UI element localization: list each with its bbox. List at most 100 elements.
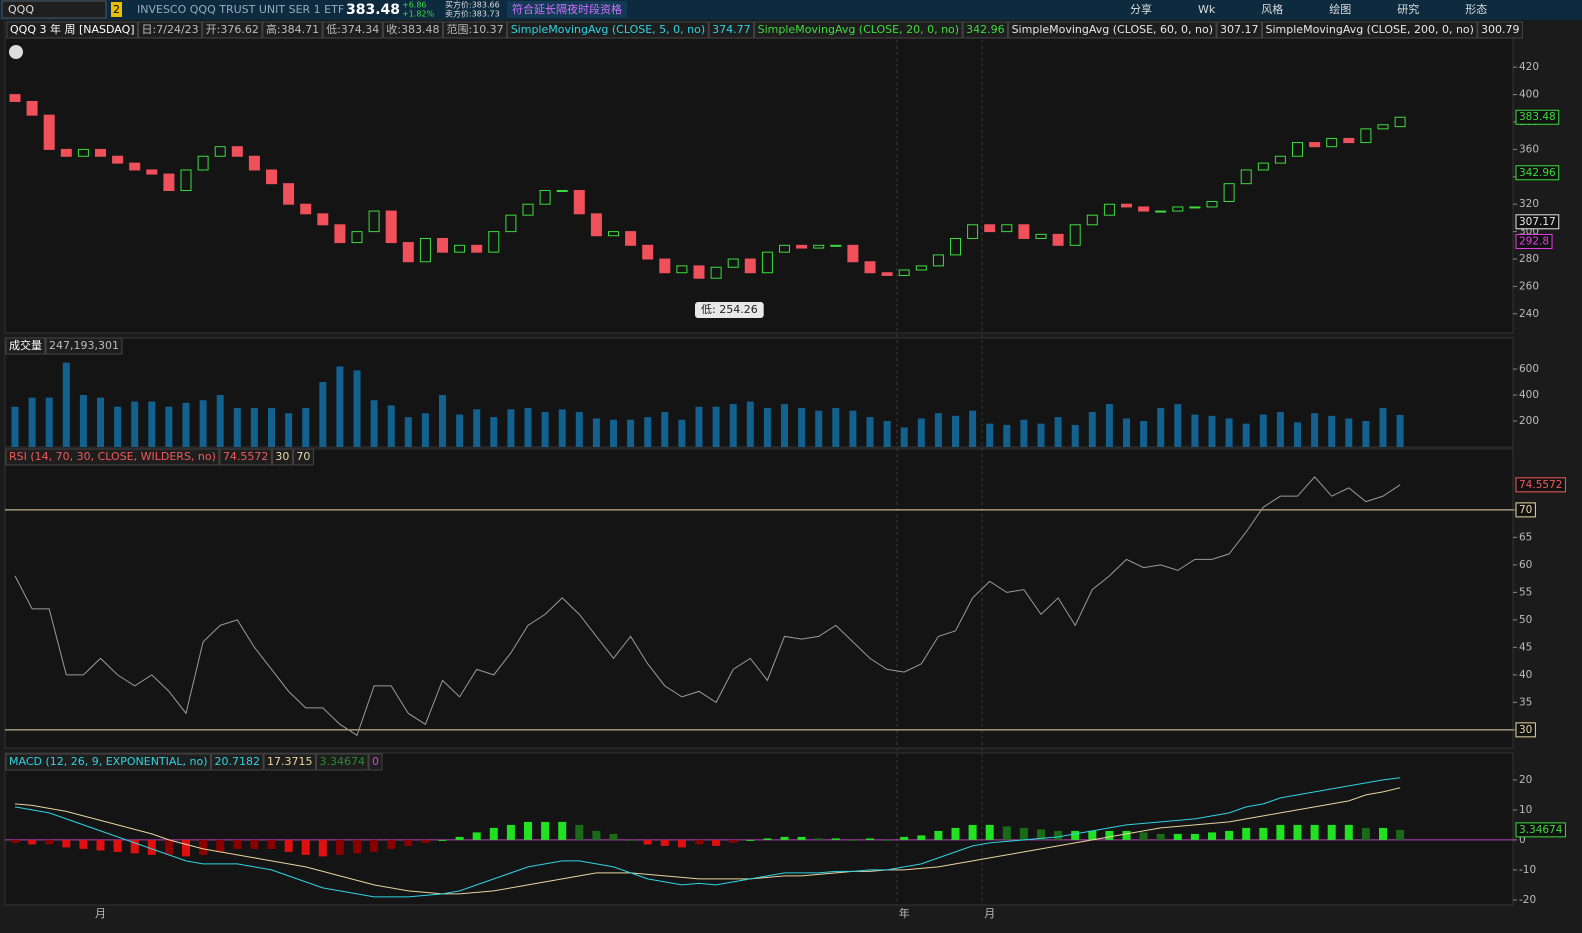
readout: 20.7182 <box>215 755 261 768</box>
toolbar <box>0 0 1582 20</box>
candle <box>180 169 192 192</box>
macd-hist <box>284 839 293 852</box>
readout-box <box>271 448 293 466</box>
volume-bar <box>1345 418 1353 447</box>
macd-hist <box>917 835 926 840</box>
toolbar-button[interactable]: 研究 <box>1397 2 1419 16</box>
candle <box>1103 203 1115 216</box>
candle <box>1138 206 1150 212</box>
candle <box>1257 162 1269 171</box>
candle <box>300 203 312 215</box>
macd-hist <box>45 839 54 845</box>
volume-bar <box>1071 424 1079 447</box>
volume-bar <box>524 408 532 447</box>
macd-hist <box>318 839 327 857</box>
toolbar-button[interactable]: 绘图 <box>1329 2 1351 16</box>
volume-bar <box>1037 423 1045 447</box>
candle <box>283 183 295 205</box>
extended-box <box>507 1 627 18</box>
candle <box>1206 200 1218 208</box>
candle <box>471 244 483 253</box>
candle <box>813 244 825 249</box>
volume-bar <box>644 417 652 447</box>
volume-bar <box>832 408 840 447</box>
candle <box>642 244 654 260</box>
readout-box <box>708 21 755 39</box>
candle <box>522 203 534 216</box>
volume-bar <box>404 417 412 447</box>
readout-box <box>5 448 220 466</box>
value-tag <box>1515 165 1560 181</box>
volume-bar <box>1379 408 1387 447</box>
candle <box>1086 214 1098 226</box>
readout: 日:7/24/23 <box>142 23 199 36</box>
macd-hist <box>643 839 652 845</box>
volume-bar <box>986 423 994 447</box>
volume-bar <box>917 418 925 447</box>
candle <box>77 148 89 157</box>
x-tick-label: 月 <box>984 907 995 920</box>
macd-hist <box>524 821 532 840</box>
readout: QQQ 3 年 周 [NASDAQ] <box>10 22 135 36</box>
volume-bar <box>353 370 361 447</box>
candle <box>967 224 979 239</box>
toolbar-button[interactable]: 分享 <box>1130 2 1152 16</box>
candle <box>984 224 996 233</box>
symbol[interactable]: QQQ <box>8 3 34 16</box>
annotation: 低: 254.26 <box>701 303 758 316</box>
readout-box <box>507 21 709 39</box>
toolbar-button[interactable]: 形态 <box>1465 3 1487 16</box>
candle <box>437 237 448 253</box>
volume-bar <box>250 408 258 447</box>
candle <box>1189 206 1201 209</box>
macd-hist <box>438 839 447 841</box>
macd-hist <box>985 824 994 840</box>
value-tag <box>1515 214 1560 230</box>
candle <box>727 258 739 268</box>
y-tick-label: 10 <box>1519 804 1532 816</box>
macd-hist <box>1379 827 1387 840</box>
y-tick-label: 400 <box>1519 389 1539 401</box>
value-tag <box>1515 722 1536 738</box>
macd-hist <box>370 839 379 852</box>
alert-icon[interactable] <box>9 45 23 59</box>
candle <box>1035 233 1047 239</box>
volume-bar <box>79 395 87 447</box>
symbol-box[interactable] <box>1 0 107 19</box>
readout-box <box>5 337 46 355</box>
candle <box>830 244 842 247</box>
volume-bar <box>387 405 395 447</box>
volume-bar <box>815 410 823 447</box>
readout-box <box>1477 21 1523 39</box>
toolbar-button[interactable]: 风格 <box>1261 2 1283 16</box>
volume-bar <box>1396 414 1404 447</box>
last-price: 383.48 <box>346 2 400 18</box>
candle <box>112 155 124 164</box>
volume-bar <box>781 404 788 447</box>
readout-box <box>211 753 264 771</box>
macd-hist <box>164 839 173 855</box>
value-tag-label: 3.34674 <box>1519 824 1563 836</box>
macd-hist <box>814 838 823 840</box>
volume-bar <box>370 400 378 447</box>
macd-hist <box>1242 827 1251 840</box>
volume-bar <box>473 409 481 447</box>
ask: 卖方价:383.73 <box>445 9 500 19</box>
price-panel <box>4 21 1514 334</box>
toolbar-button[interactable]: Wk <box>1198 3 1216 16</box>
volume-bar <box>507 409 515 447</box>
description: INVESCO QQQ TRUST UNIT SER 1 ETF <box>137 3 344 16</box>
macd-hist <box>712 839 721 846</box>
readout-box <box>322 21 383 39</box>
macd-hist <box>1396 829 1405 840</box>
annotation-box <box>695 302 764 318</box>
macd-hist <box>233 839 242 849</box>
macd-hist <box>729 839 738 843</box>
volume-bar <box>1157 408 1165 447</box>
macd-hist <box>626 839 635 841</box>
readout-box <box>6 21 139 39</box>
candle <box>556 190 568 193</box>
candle <box>1240 169 1252 185</box>
readout-box <box>754 21 963 39</box>
readout: 3.34674 <box>320 755 366 768</box>
